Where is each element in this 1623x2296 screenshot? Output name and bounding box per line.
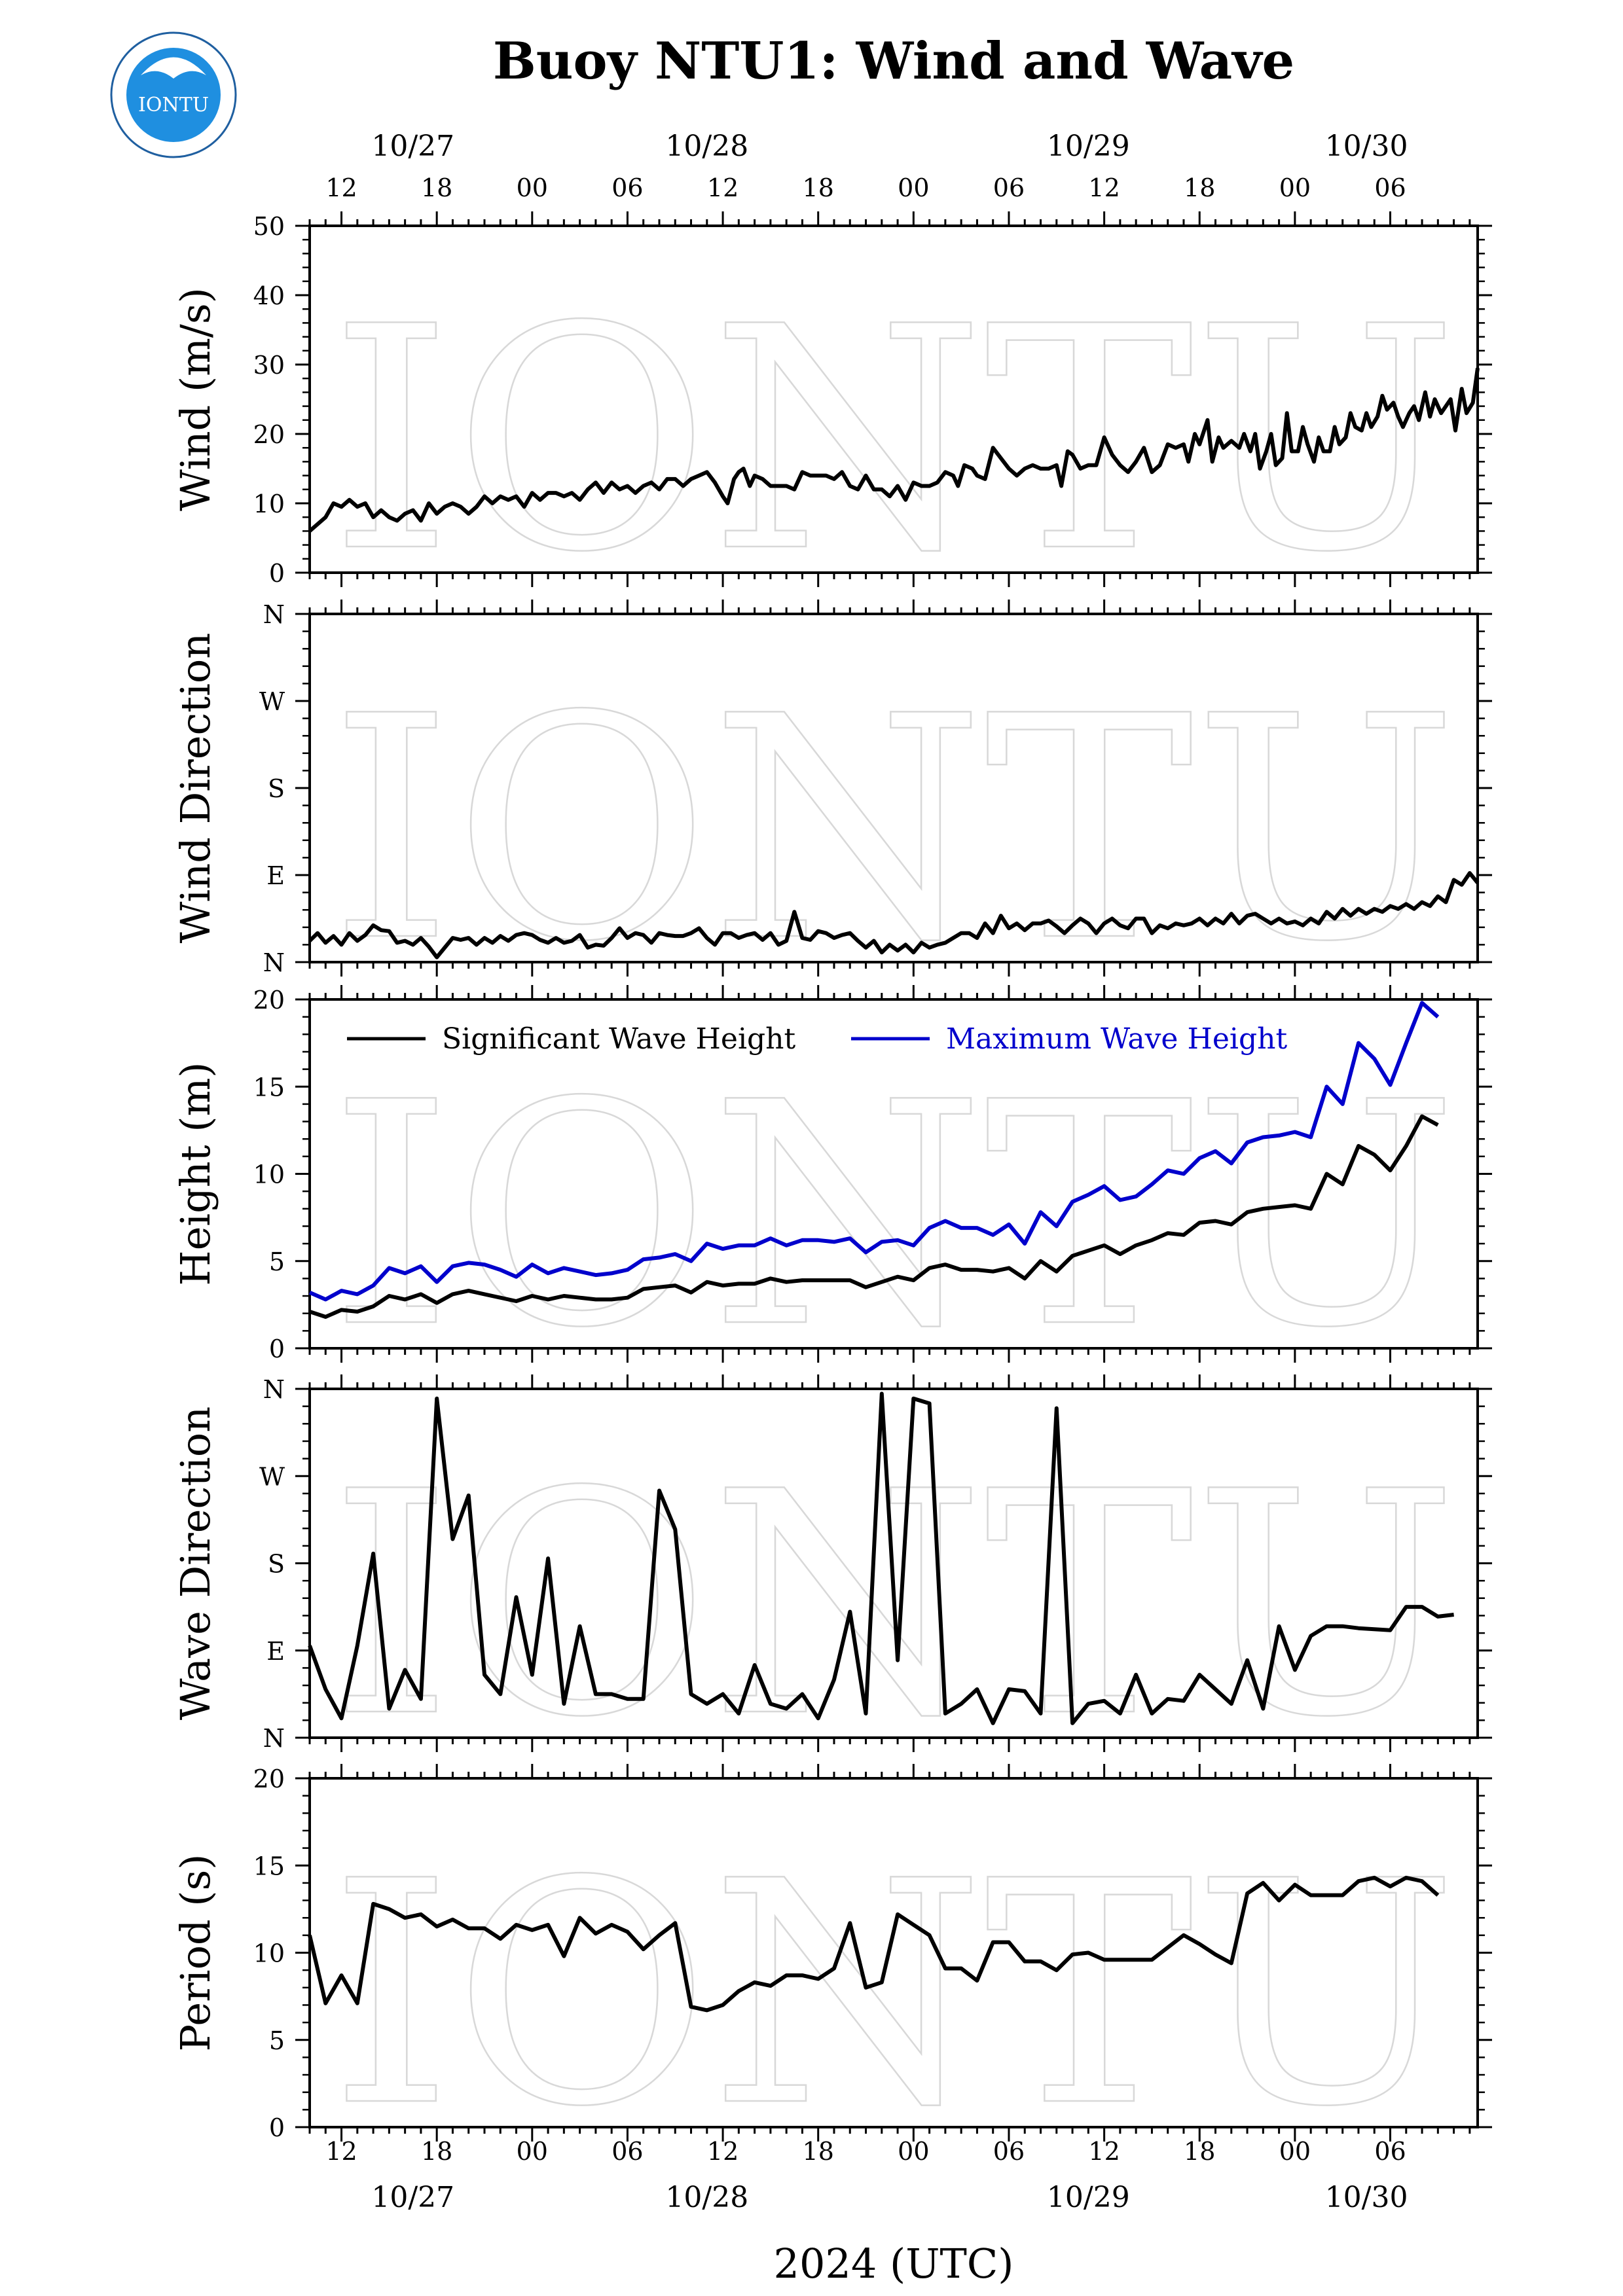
y-tick-label: E xyxy=(266,861,285,890)
legend-label: Maximum Wave Height xyxy=(946,1022,1287,1056)
y-tick-label: 10 xyxy=(253,1939,285,1968)
hour-tick-label-bottom: 00 xyxy=(898,2137,929,2166)
hour-tick-label-bottom: 18 xyxy=(803,2137,834,2166)
hour-tick-label-top: 00 xyxy=(898,173,929,202)
x-axis-label: 2024 (UTC) xyxy=(774,2240,1014,2287)
y-axis-label: Wind (m/s) xyxy=(172,287,219,511)
y-tick-label: 20 xyxy=(253,986,285,1014)
y-tick-label: N xyxy=(263,1375,285,1404)
date-label-bottom: 10/29 xyxy=(1047,2181,1130,2214)
legend-label: Significant Wave Height xyxy=(442,1022,796,1056)
watermark-text: IONTU xyxy=(329,1816,1458,2174)
y-tick-label: 0 xyxy=(269,2113,285,2142)
watermark-text: IONTU xyxy=(329,1037,1458,1395)
y-tick-label: 10 xyxy=(253,490,285,518)
panel-2: IONTU N E S W N Wind Direction xyxy=(172,600,1492,1009)
y-axis-label: Wind Direction xyxy=(172,633,219,943)
hour-tick-label-bottom: 06 xyxy=(1374,2137,1406,2166)
hour-tick-label-bottom: 12 xyxy=(325,2137,357,2166)
hour-tick-label-top: 18 xyxy=(1184,173,1215,202)
hour-tick-label-top: 00 xyxy=(1279,173,1311,202)
date-label-bottom: 10/27 xyxy=(371,2181,454,2214)
date-label-top: 10/27 xyxy=(371,130,454,163)
iontu-logo: IONTU xyxy=(110,31,237,158)
hour-tick-label-top: 12 xyxy=(707,173,739,202)
y-tick-label: 30 xyxy=(253,351,285,380)
y-tick-label: N xyxy=(263,948,285,977)
date-label-bottom: 10/28 xyxy=(665,2181,748,2214)
hour-tick-label-bottom: 00 xyxy=(1279,2137,1311,2166)
panel-5: IONTU 0 5 10 15 20 Period (s) xyxy=(172,1764,1492,2174)
hour-tick-label-bottom: 06 xyxy=(993,2137,1025,2166)
y-tick-label: S xyxy=(268,774,285,803)
watermark-text: IONTU xyxy=(329,651,1458,1009)
hour-tick-label-top: 18 xyxy=(421,173,452,202)
hour-tick-label-bottom: 18 xyxy=(421,2137,452,2166)
y-tick-label: 0 xyxy=(269,1335,285,1363)
date-label-top: 10/28 xyxy=(665,130,748,163)
hour-tick-label-bottom: 00 xyxy=(517,2137,548,2166)
y-tick-label: 20 xyxy=(253,1765,285,1793)
date-label-top: 10/29 xyxy=(1047,130,1130,163)
series-line-significant-wave-height xyxy=(309,1114,1439,1319)
y-tick-label: 15 xyxy=(253,1073,285,1102)
y-axis-label: Wave Direction xyxy=(172,1407,219,1720)
y-tick-label: 5 xyxy=(269,2026,285,2055)
y-tick-label: 10 xyxy=(253,1160,285,1189)
panel-3: IONTU 0 5 10 15 20 Height (m) Significant Wave … xyxy=(172,985,1492,1395)
hour-tick-label-top: 00 xyxy=(517,173,548,202)
hour-tick-label-top: 06 xyxy=(611,173,643,202)
panel-frame xyxy=(308,224,1479,574)
hour-tick-label-top: 12 xyxy=(325,173,357,202)
hour-tick-label-bottom: 12 xyxy=(707,2137,739,2166)
series-line xyxy=(308,1875,1440,2013)
series-line-maximum-wave-height xyxy=(308,1001,1440,1302)
hour-tick-label-bottom: 12 xyxy=(1088,2137,1120,2166)
date-label-bottom: 10/30 xyxy=(1325,2181,1408,2214)
y-axis-label: Height (m) xyxy=(172,1062,219,1286)
y-tick-label: S xyxy=(268,1550,285,1579)
logo-text: IONTU xyxy=(138,94,209,117)
date-label-top: 10/30 xyxy=(1325,130,1408,163)
y-tick-label: E xyxy=(266,1637,285,1666)
series-line xyxy=(308,871,1480,960)
series-line xyxy=(308,367,1480,533)
y-tick-label: W xyxy=(259,687,285,716)
y-tick-label: N xyxy=(263,1724,285,1753)
y-tick-label: 0 xyxy=(269,559,285,588)
chart-title: Buoy NTU1: Wind and Wave xyxy=(493,31,1294,91)
hour-tick-label-top: 18 xyxy=(803,173,834,202)
y-tick-label: 40 xyxy=(253,281,285,310)
hour-tick-label-top: 06 xyxy=(993,173,1025,202)
hour-tick-label-top: 12 xyxy=(1088,173,1120,202)
y-tick-label: N xyxy=(263,600,285,629)
series-line xyxy=(308,1391,1454,1725)
hour-tick-label-bottom: 18 xyxy=(1184,2137,1215,2166)
y-tick-label: W xyxy=(259,1462,285,1491)
hour-tick-label-top: 06 xyxy=(1374,173,1406,202)
hour-tick-label-bottom: 06 xyxy=(611,2137,643,2166)
y-tick-label: 20 xyxy=(253,420,285,449)
y-tick-label: 15 xyxy=(253,1852,285,1880)
y-tick-label: 5 xyxy=(269,1247,285,1276)
y-tick-label: 50 xyxy=(253,212,285,241)
y-axis-label: Period (s) xyxy=(172,1854,219,2051)
